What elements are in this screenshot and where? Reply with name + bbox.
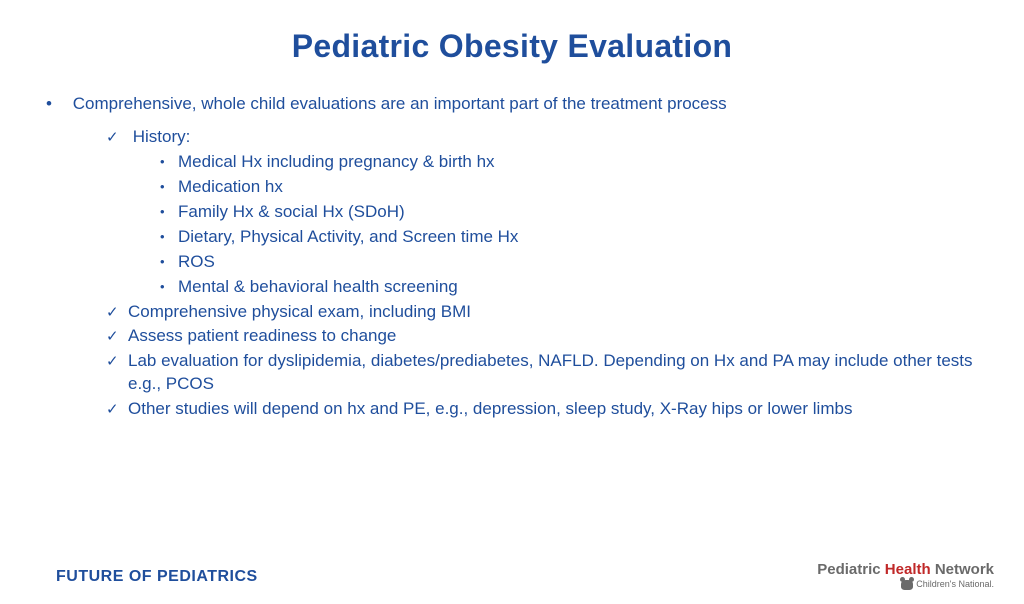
logo-word: Pediatric: [817, 561, 880, 578]
logo-word: Health: [885, 561, 931, 578]
list-item: Lab evaluation for dyslipidemia, diabete…: [128, 350, 974, 396]
lead-text: Comprehensive, whole child evaluations a…: [73, 94, 727, 113]
list-item: Mental & behavioral health screening: [178, 276, 974, 299]
list-item: Medical Hx including pregnancy & birth h…: [178, 151, 974, 174]
item-label: History:: [133, 127, 191, 146]
logo-line2: Children's National.: [817, 580, 994, 590]
slide-body: Comprehensive, whole child evaluations a…: [50, 93, 974, 421]
list-item: Comprehensive physical exam, including B…: [128, 301, 974, 324]
list-item: Dietary, Physical Activity, and Screen t…: [178, 226, 974, 249]
logo-sub: Children's National.: [916, 580, 994, 590]
list-item: Other studies will depend on hx and PE, …: [128, 398, 974, 421]
list-item: Medication hx: [178, 176, 974, 199]
bear-icon: [901, 580, 913, 590]
list-item: History: Medical Hx including pregnancy …: [128, 126, 974, 299]
slide-title: Pediatric Obesity Evaluation: [0, 28, 1024, 65]
list-item: ROS: [178, 251, 974, 274]
list-item: Assess patient readiness to change: [128, 325, 974, 348]
list-item: Family Hx & social Hx (SDoH): [178, 201, 974, 224]
lead-bullet: Comprehensive, whole child evaluations a…: [68, 93, 974, 421]
logo-word: Network: [935, 561, 994, 578]
footer-tagline: FUTURE OF PEDIATRICS: [56, 568, 258, 586]
